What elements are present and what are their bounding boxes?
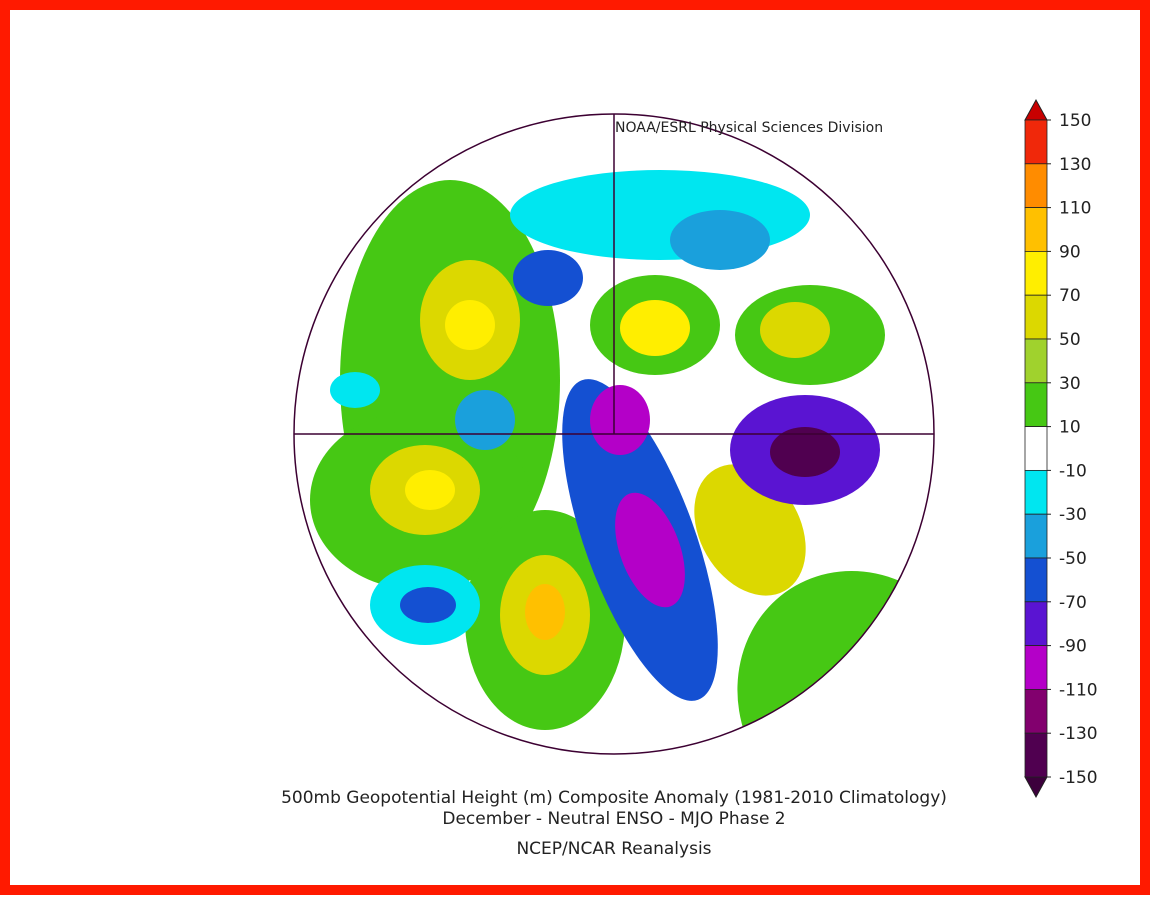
colorbar-band (1024, 469, 1048, 515)
colorbar-band (1024, 426, 1048, 471)
colorbar-label: 50 (1059, 330, 1081, 350)
source: NCEP/NCAR Reanalysis (516, 839, 711, 859)
colorbar-band (1024, 689, 1048, 734)
colorbar-label: -90 (1059, 637, 1087, 657)
map-border (293, 113, 935, 755)
colorbar-label: -130 (1059, 724, 1098, 744)
colorbar-label: -110 (1059, 680, 1098, 700)
colorbar-band (1024, 338, 1048, 384)
colorbar-band (1024, 513, 1048, 559)
colorbar-band (1024, 250, 1048, 296)
colorbar-label: -30 (1059, 505, 1087, 525)
colorbar-band (1024, 294, 1048, 340)
colorbar-band (1024, 382, 1048, 427)
colorbar-band (1024, 119, 1048, 165)
colorbar-label: -50 (1059, 549, 1087, 569)
colorbar-label: -150 (1059, 768, 1098, 788)
colorbar-band (1024, 732, 1048, 778)
colorbar: 150 130 110 90 70 50 30 10 -10 -30 -50 -70 -90 -110 -1… (1024, 98, 1098, 799)
colorbar-label: 130 (1059, 155, 1091, 175)
colorbar-band (1024, 557, 1048, 603)
colorbar-label: 70 (1059, 286, 1081, 306)
colorbar-band (1024, 207, 1048, 252)
colorbar-label: 30 (1059, 374, 1081, 394)
colorbar-band (1024, 601, 1048, 646)
colorbar-label: -70 (1059, 593, 1087, 613)
colorbar-label: 10 (1059, 418, 1081, 438)
colorbar-label: 110 (1059, 199, 1091, 219)
credit: NOAA/ESRL Physical Sciences Division (615, 120, 883, 136)
colorbar-label: -10 (1059, 461, 1087, 481)
subtitle: December - Neutral ENSO - MJO Phase 2 (442, 809, 785, 829)
colorbar-band (1024, 163, 1048, 209)
colorbar-label: 90 (1059, 242, 1081, 262)
colorbar-label: 150 (1059, 111, 1091, 131)
colorbar-band (1024, 645, 1048, 690)
title: 500mb Geopotential Height (m) Composite … (281, 788, 947, 808)
